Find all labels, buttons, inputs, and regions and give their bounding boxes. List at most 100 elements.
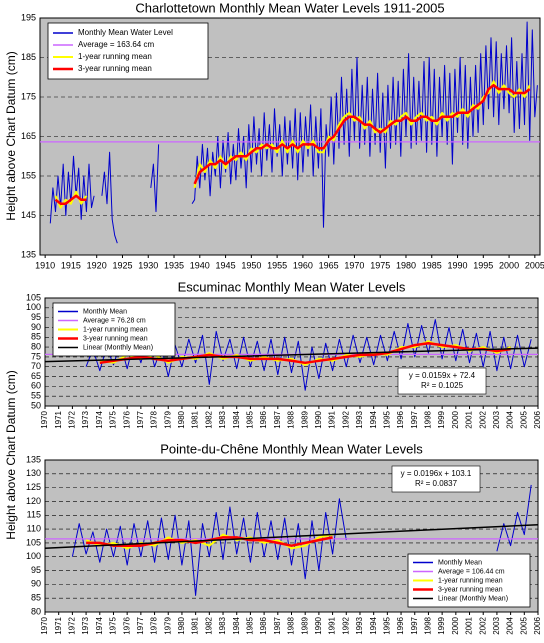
x-tick-label: 1990 xyxy=(448,260,468,270)
y-tick-label: 100 xyxy=(26,551,41,561)
y-tick-label: 120 xyxy=(26,496,41,506)
x-tick-label: 1985 xyxy=(246,410,255,428)
x-tick-label: 1978 xyxy=(150,410,159,428)
legend-label: Average = 163.64 cm xyxy=(78,40,154,49)
x-tick-label: 2001 xyxy=(465,410,474,428)
legend-label: 1-year running mean xyxy=(78,52,152,61)
y-tick-label: 165 xyxy=(21,131,36,141)
x-tick-label: 1986 xyxy=(259,616,268,634)
x-tick-label: 1979 xyxy=(163,616,172,634)
legend-label: 3-year running mean xyxy=(438,586,503,593)
x-tick-label: 1972 xyxy=(67,410,76,428)
chart-title: Charlottetown Monthly Mean Water Levels … xyxy=(135,0,444,15)
x-tick-label: 1980 xyxy=(177,616,186,634)
y-tick-label: 50 xyxy=(31,400,41,410)
x-tick-label: 2005 xyxy=(519,616,528,634)
x-tick-label: 1945 xyxy=(216,260,236,270)
x-tick-label: 1910 xyxy=(35,260,55,270)
y-tick-label: 55 xyxy=(31,391,41,401)
y-tick-label: 60 xyxy=(31,381,41,391)
y-tick-label: 125 xyxy=(26,482,41,492)
x-tick-label: 1985 xyxy=(422,260,442,270)
x-tick-label: 2004 xyxy=(506,410,515,428)
y-axis-label: Height above Chart Datum (cm) xyxy=(4,51,18,220)
x-tick-label: 1995 xyxy=(382,616,391,634)
x-tick-label: 2000 xyxy=(451,410,460,428)
y-tick-label: 90 xyxy=(31,322,41,332)
legend-label: 3-year running mean xyxy=(83,335,148,342)
x-tick-label: 1999 xyxy=(437,410,446,428)
y-tick-label: 115 xyxy=(27,510,41,520)
y-tick-label: 75 xyxy=(31,351,41,361)
legend: Monthly Mean Average = 106.44 cm 1-year ru… xyxy=(407,553,531,608)
x-tick-label: 2002 xyxy=(478,616,487,634)
legend-label: Linear (Monthly Mean) xyxy=(83,344,153,351)
series-line xyxy=(85,533,333,550)
annotation: y = 0.0196x + 103.1R² = 0.0837 xyxy=(391,465,481,493)
legend-label: 3-year running mean xyxy=(78,64,152,73)
x-tick-label: 2003 xyxy=(492,616,501,634)
x-tick-label: 1920 xyxy=(87,260,107,270)
annotation-box xyxy=(397,367,487,395)
x-tick-label: 1990 xyxy=(314,616,323,634)
x-tick-label: 1935 xyxy=(164,260,184,270)
annotation-text: R² = 0.1025 xyxy=(421,381,464,390)
y-tick-label: 175 xyxy=(21,91,36,101)
x-tick-label: 1979 xyxy=(163,410,172,428)
y-tick-label: 185 xyxy=(21,52,36,62)
x-tick-label: 2002 xyxy=(478,410,487,428)
x-tick-label: 1925 xyxy=(112,260,132,270)
x-tick-label: 2005 xyxy=(519,410,528,428)
y-tick-label: 110 xyxy=(27,523,41,533)
x-tick-label: 2004 xyxy=(506,616,515,634)
x-tick-label: 1991 xyxy=(328,410,337,428)
legend: Monthly Mean Average = 76.28 cm 1-year run… xyxy=(52,302,176,357)
x-tick-label: 1996 xyxy=(396,616,405,634)
x-tick-label: 1983 xyxy=(218,410,227,428)
y-tick-label: 135 xyxy=(21,249,36,259)
x-tick-label: 1994 xyxy=(369,410,378,428)
y-tick-label: 195 xyxy=(21,12,36,22)
y-tick-label: 135 xyxy=(26,454,41,464)
x-tick-label: 1976 xyxy=(122,410,131,428)
y-tick-label: 80 xyxy=(31,606,41,616)
legend-label: Average = 106.44 cm xyxy=(438,568,505,575)
x-tick-label: 1950 xyxy=(241,260,261,270)
y-tick-label: 70 xyxy=(31,361,41,371)
x-tick-label: 1995 xyxy=(473,260,493,270)
x-tick-label: 1975 xyxy=(109,616,118,634)
x-tick-label: 1991 xyxy=(328,616,337,634)
x-tick-label: 1999 xyxy=(437,616,446,634)
series-line xyxy=(44,347,539,363)
x-tick-label: 1973 xyxy=(81,616,90,634)
y-tick-label: 155 xyxy=(21,170,36,180)
x-tick-label: 2000 xyxy=(451,616,460,634)
x-tick-label: 1992 xyxy=(341,616,350,634)
x-tick-label: 2006 xyxy=(533,410,542,428)
x-tick-label: 1975 xyxy=(109,410,118,428)
x-tick-label: 1988 xyxy=(287,410,296,428)
x-tick-label: 1989 xyxy=(300,410,309,428)
x-tick-label: 1975 xyxy=(370,260,390,270)
y-tick-label: 85 xyxy=(31,593,41,603)
x-tick-label: 1997 xyxy=(410,410,419,428)
legend-label: Monthly Mean Water Level xyxy=(78,28,173,37)
x-tick-label: 1976 xyxy=(122,616,131,634)
x-tick-label: 1998 xyxy=(424,616,433,634)
legend-label: Linear (Monthly Mean) xyxy=(438,595,508,602)
x-tick-label: 2000 xyxy=(499,260,519,270)
y-tick-label: 130 xyxy=(26,468,41,478)
x-tick-label: 1992 xyxy=(341,410,350,428)
annotation-text: y = 0.0196x + 103.1 xyxy=(401,469,472,478)
x-tick-label: 1981 xyxy=(191,410,200,428)
x-tick-label: 1984 xyxy=(232,410,241,428)
series-line xyxy=(99,340,511,366)
y-tick-label: 85 xyxy=(31,332,41,342)
x-tick-label: 1993 xyxy=(355,616,364,634)
x-tick-label: 1990 xyxy=(314,410,323,428)
x-tick-label: 1996 xyxy=(396,410,405,428)
x-tick-label: 1997 xyxy=(410,616,419,634)
legend-label: Monthly Mean xyxy=(83,308,127,315)
